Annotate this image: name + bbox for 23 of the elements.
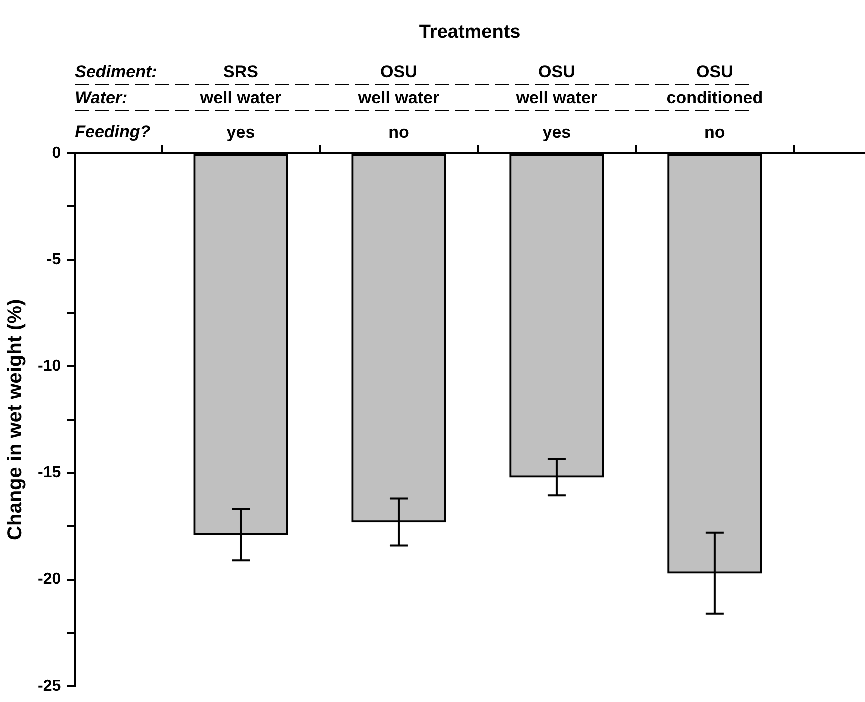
text: OSU <box>538 62 576 82</box>
x-tick-label: no <box>388 122 410 142</box>
text: well water <box>357 88 440 108</box>
text: well water <box>515 88 598 108</box>
x-tick-label: yes <box>226 122 256 142</box>
x-tick-label: yes <box>542 122 572 142</box>
y-tick-label: -20 <box>38 571 62 588</box>
text: well water <box>199 88 282 108</box>
y-tick-label: -5 <box>46 251 62 268</box>
chart-title: Treatments <box>419 22 521 44</box>
text: Water: <box>75 88 128 108</box>
y-tick-label: -10 <box>38 358 62 376</box>
y-tick-label: 0 <box>52 144 62 162</box>
y-tick-label: -25 <box>38 678 62 695</box>
text: conditioned <box>666 88 764 108</box>
y-tick-label: -15 <box>38 464 62 482</box>
text: OSU <box>380 62 418 82</box>
text: OSU <box>696 62 734 82</box>
text: SRS <box>224 62 258 82</box>
text: Sediment: <box>75 62 158 82</box>
text: Feeding? <box>75 122 152 142</box>
y-axis-title: Change in wet weight (%) <box>4 299 27 540</box>
x-tick-label: no <box>704 122 726 142</box>
